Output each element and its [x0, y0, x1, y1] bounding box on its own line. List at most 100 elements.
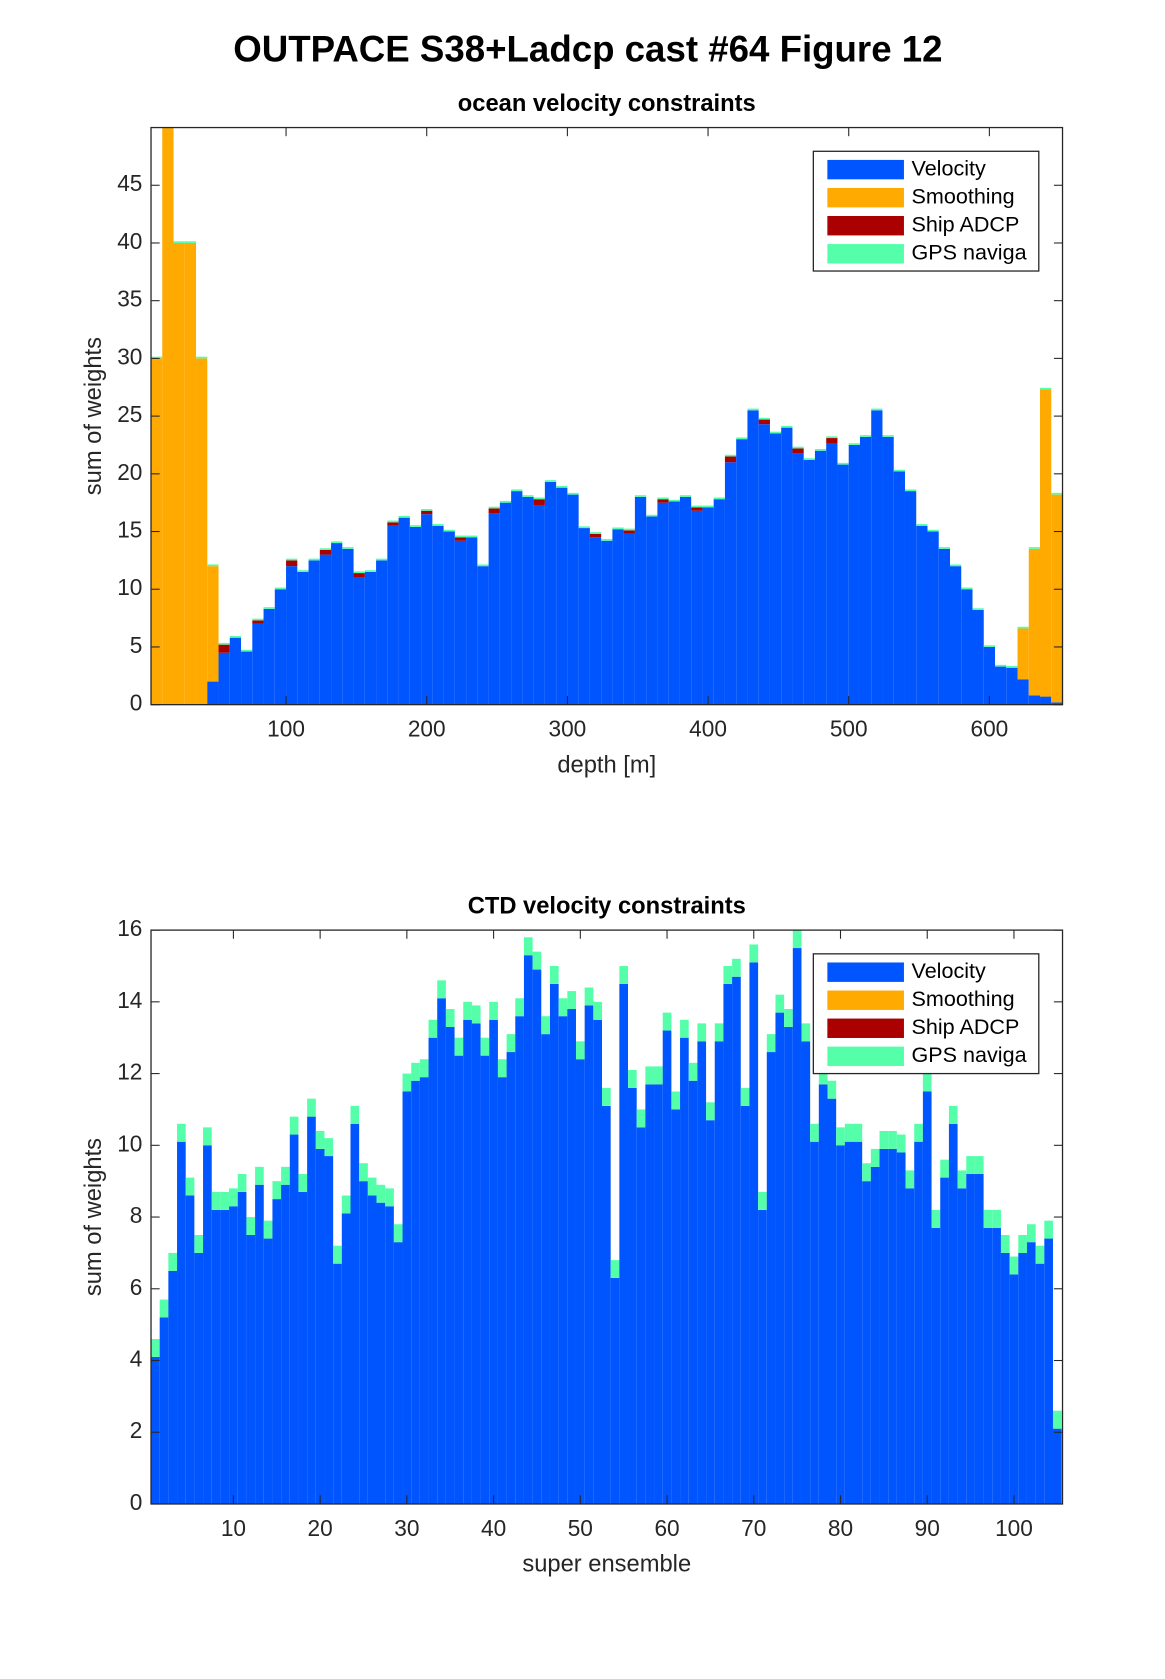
- bar-segment: [488, 506, 500, 509]
- bar-segment: [983, 645, 996, 647]
- bar-segment: [421, 510, 433, 515]
- bar-segment: [619, 965, 629, 984]
- bar-segment: [488, 513, 500, 705]
- bar-segment: [544, 480, 557, 482]
- bar-segment: [506, 1034, 516, 1053]
- bar-segment: [593, 1001, 603, 1020]
- x-tick-label: 80: [828, 1515, 853, 1541]
- bar-segment: [610, 1278, 620, 1504]
- bar-segment: [376, 560, 388, 705]
- bar-segment: [541, 1034, 550, 1504]
- x-tick-label: 30: [394, 1515, 419, 1541]
- bar-segment: [445, 1009, 455, 1027]
- bar-segment: [184, 241, 197, 243]
- bar-segment: [792, 446, 804, 449]
- bar-segment: [769, 431, 782, 434]
- bar-segment: [747, 408, 759, 411]
- legend-swatch: [827, 1046, 904, 1067]
- bar-segment: [706, 1120, 715, 1504]
- bar-segment: [818, 1066, 828, 1085]
- bar-segment: [315, 1148, 325, 1504]
- bar-segment: [477, 566, 489, 705]
- bar-segment: [589, 532, 602, 534]
- y-tick-label: 12: [117, 1059, 142, 1085]
- bar-segment: [723, 983, 733, 1504]
- bar-segment: [350, 1123, 360, 1504]
- bar-segment: [916, 525, 928, 705]
- x-tick-label: 60: [654, 1515, 679, 1541]
- x-tick-label: 70: [741, 1515, 766, 1541]
- bar-segment: [680, 1019, 689, 1038]
- bar-segment: [445, 1026, 455, 1504]
- bar-segment: [938, 548, 950, 705]
- bar-segment: [274, 587, 287, 590]
- bar-segment: [428, 1037, 438, 1504]
- bar-segment: [308, 558, 320, 561]
- legend-swatch: [827, 187, 904, 208]
- bar-segment: [272, 1181, 282, 1200]
- bar-segment: [844, 1141, 854, 1504]
- bar-segment: [342, 547, 354, 549]
- bar-segment: [679, 496, 692, 705]
- bar-segment: [159, 1299, 169, 1318]
- bar-segment: [657, 497, 669, 500]
- bar-segment: [333, 1263, 342, 1504]
- bar-segment: [888, 1148, 897, 1504]
- bar-segment: [723, 965, 733, 984]
- bar-segment: [827, 1080, 837, 1099]
- bar-segment: [532, 951, 542, 970]
- bar-segment: [1044, 1238, 1053, 1504]
- bar-segment: [159, 1317, 169, 1504]
- bar-segment: [497, 1077, 507, 1504]
- bar-segment: [714, 1041, 724, 1504]
- bar-segment: [645, 1066, 655, 1085]
- bar-segment: [766, 1052, 776, 1504]
- bar-segment: [766, 1034, 776, 1053]
- bar-segment: [826, 443, 838, 705]
- bar-segment: [324, 1156, 334, 1504]
- bar-segment: [914, 1123, 923, 1142]
- bar-segment: [342, 548, 354, 705]
- bar-segment: [237, 1174, 247, 1192]
- bar-segment: [499, 502, 512, 705]
- bar-segment: [419, 1059, 429, 1078]
- bar-segment: [207, 566, 219, 682]
- bar-segment: [634, 496, 647, 705]
- bar-segment: [636, 1127, 646, 1504]
- bar-segment: [781, 427, 793, 705]
- y-tick-label: 4: [130, 1345, 143, 1371]
- bar-segment: [532, 969, 542, 1504]
- bar-segment: [177, 1123, 186, 1142]
- legend-swatch: [827, 159, 904, 180]
- bar-segment: [818, 1084, 828, 1504]
- bar-segment: [826, 438, 838, 444]
- x-tick-label: 10: [221, 1515, 246, 1541]
- bar-segment: [836, 1145, 845, 1504]
- bar-segment: [636, 1109, 646, 1128]
- bar-segment: [1040, 389, 1052, 697]
- bar-segment: [411, 1080, 420, 1504]
- bar-segment: [966, 1174, 975, 1504]
- bar-segment: [506, 1052, 516, 1504]
- x-tick-label: 100: [995, 1515, 1033, 1541]
- bar-segment: [803, 459, 815, 705]
- bar-segment: [541, 1016, 550, 1035]
- bar-segment: [646, 516, 658, 705]
- bar-segment: [792, 948, 802, 1504]
- y-tick-label: 14: [117, 987, 142, 1013]
- x-tick-label: 300: [548, 716, 586, 742]
- bar-segment: [359, 1163, 368, 1182]
- bar-segment: [961, 589, 973, 705]
- bar-segment: [784, 1026, 793, 1504]
- bar-segment: [736, 437, 748, 440]
- bar-segment: [207, 564, 219, 567]
- legend-label: Smoothing: [912, 986, 1015, 1011]
- bar-segment: [151, 356, 163, 359]
- figure-title: OUTPACE S38+Ladcp cast #64 Figure 12: [233, 29, 942, 70]
- bar-segment: [488, 508, 500, 514]
- bar-segment: [203, 1145, 212, 1504]
- bar-segment: [497, 1059, 507, 1078]
- x-tick-label: 40: [481, 1515, 506, 1541]
- bar-segment: [556, 485, 568, 488]
- bar-segment: [1044, 1220, 1053, 1239]
